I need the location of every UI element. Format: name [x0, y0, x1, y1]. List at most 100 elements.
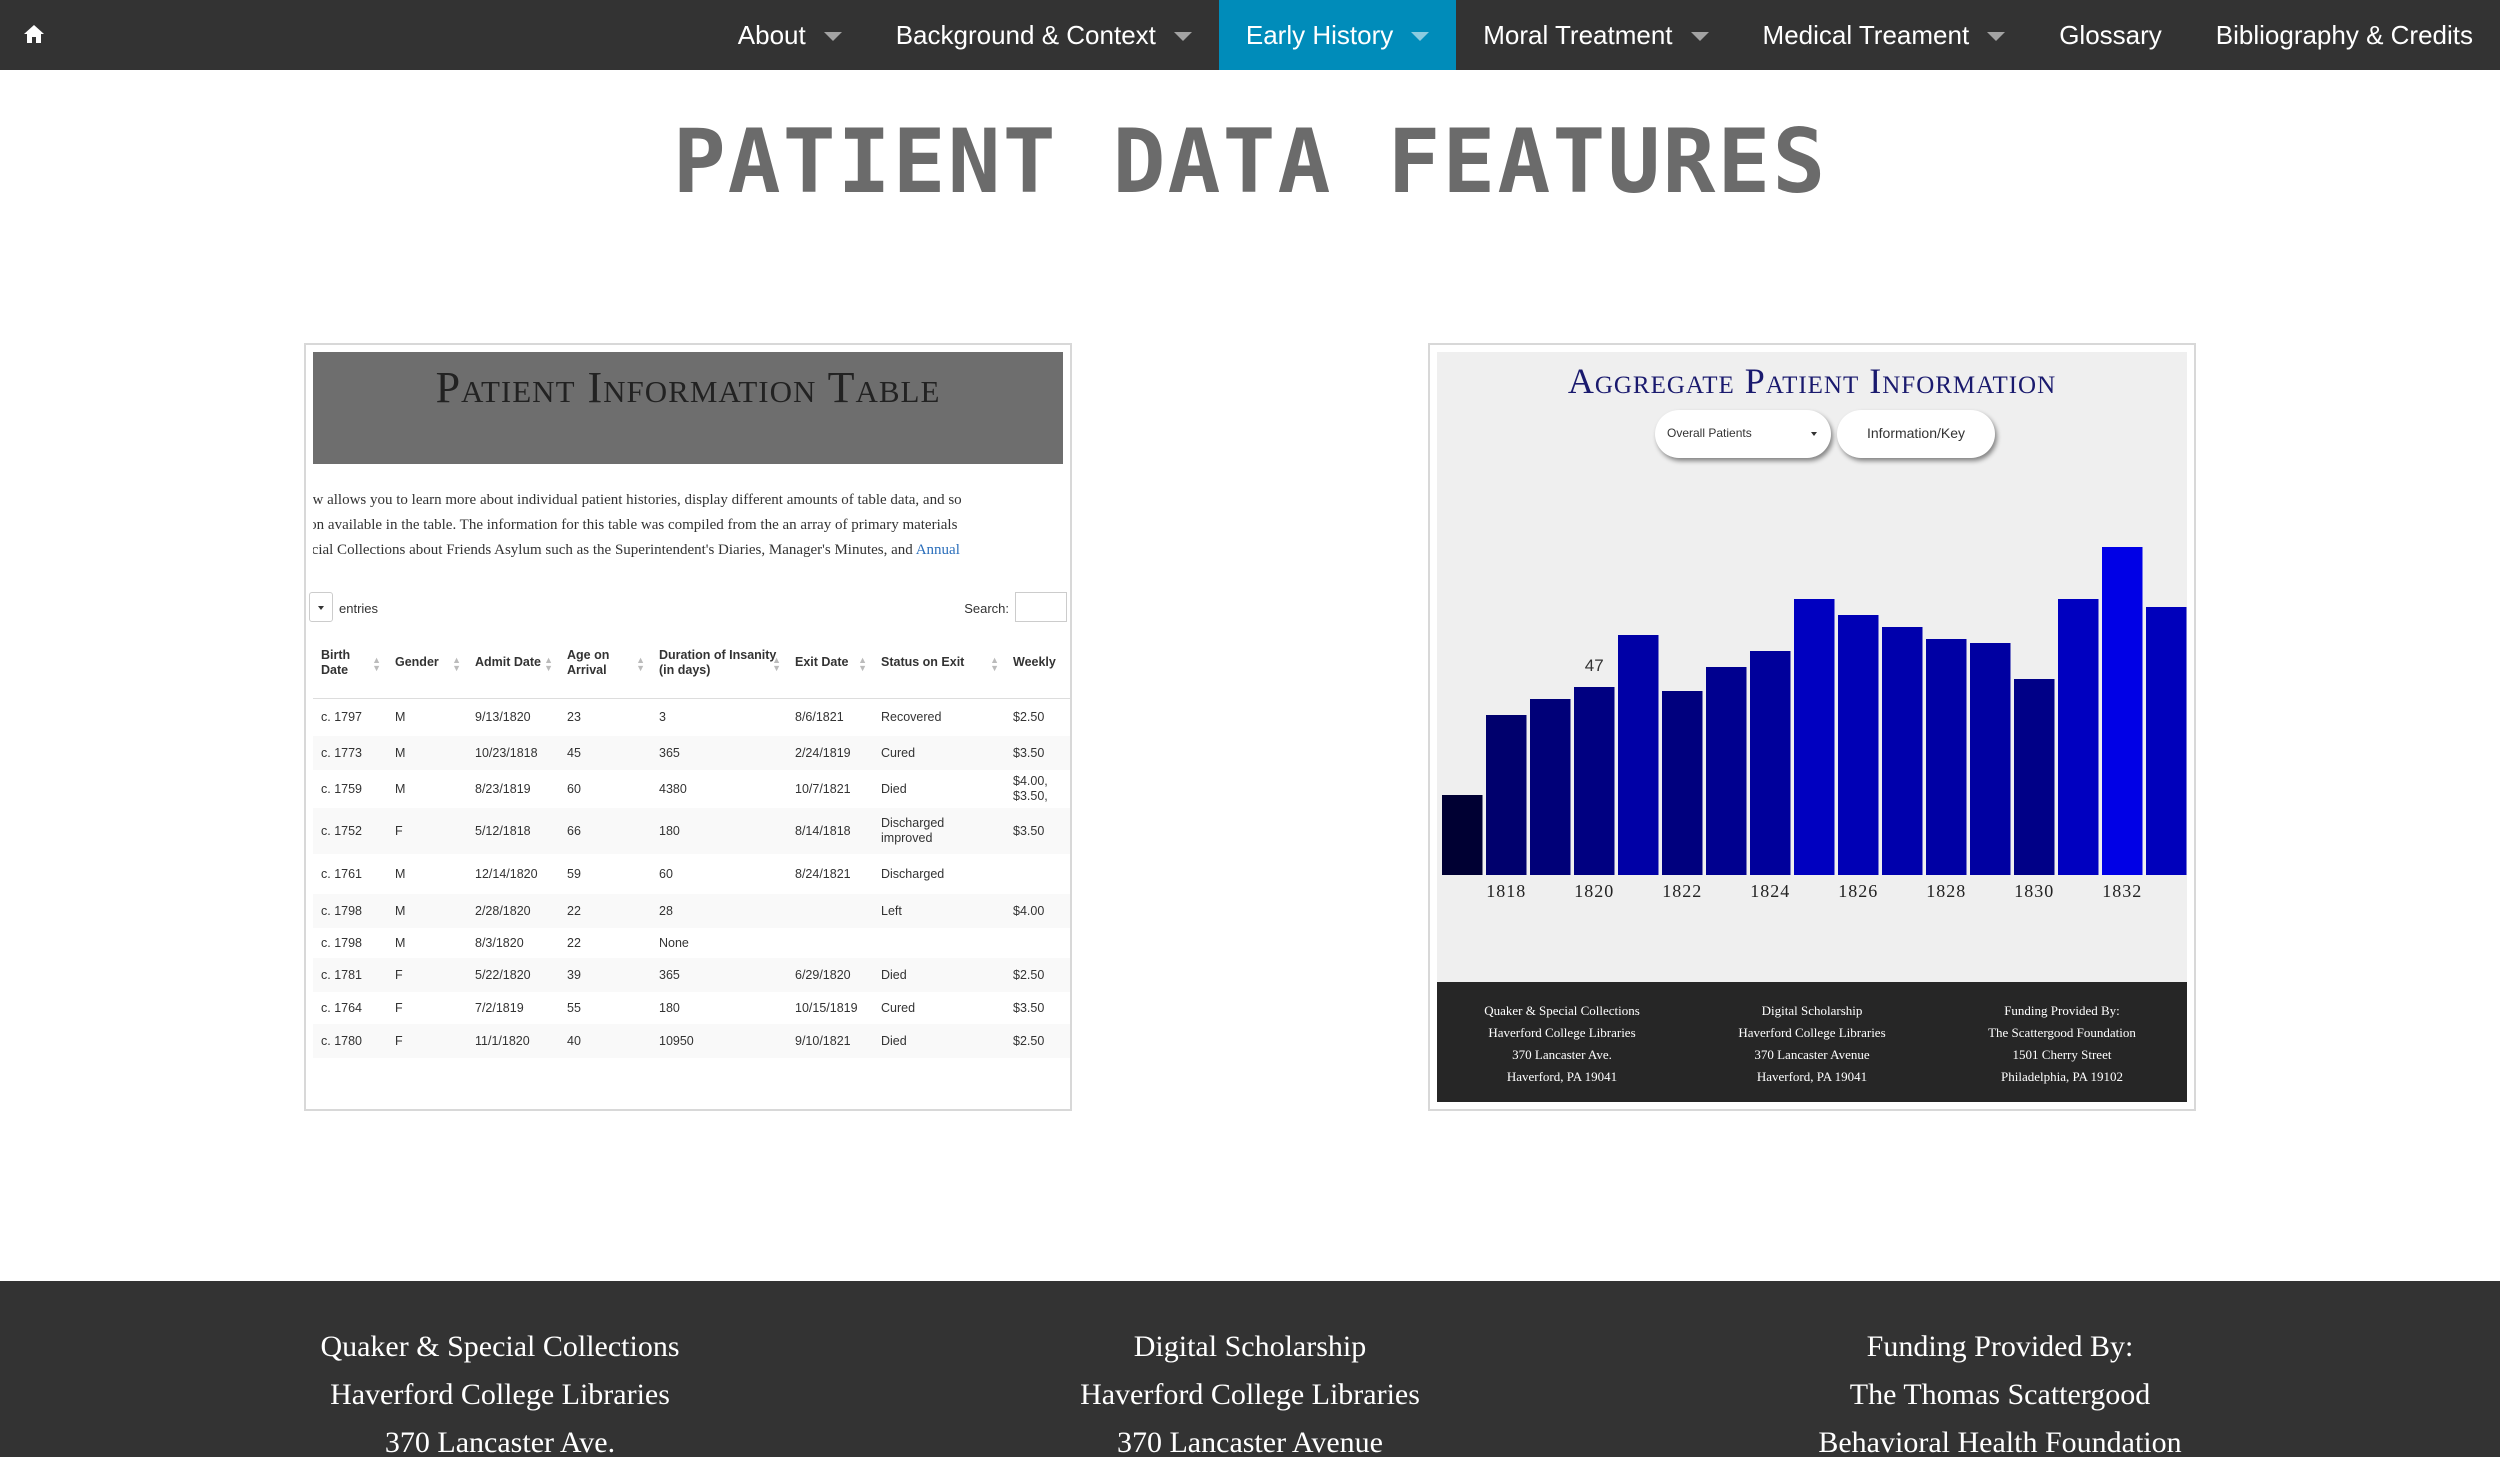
aggregate-info-link[interactable]: Aggregate Patient Information Overall Pa… [1428, 343, 2196, 1111]
column-header-duration-of-insanity-in-days[interactable]: Duration of Insanity (in days) ▲ ▼ [651, 628, 787, 699]
annual-link[interactable]: Annual [915, 542, 960, 558]
bar-tooltip: 47 [1577, 645, 1612, 685]
entries-length-select[interactable] [309, 592, 333, 622]
nav-item-early-history[interactable]: Early History [1218, 0, 1457, 70]
chevron-down-icon [823, 32, 842, 41]
x-tick-label: 1820 [1574, 881, 1614, 901]
bar-1832[interactable] [2102, 547, 2143, 875]
intro-line: ow allows you to learn more about indivi… [313, 492, 962, 508]
footer-col-funding: Funding Provided By: The Thomas Scatterg… [1650, 1323, 2350, 1457]
search-input[interactable] [1015, 592, 1067, 622]
table-cell: M [395, 709, 406, 724]
bar-1823[interactable] [1706, 667, 1747, 875]
table-row: c. 1764 F 7/2/1819 55 180 10/15/1819 Cured $3.5… [313, 992, 1070, 1024]
table-cell [787, 894, 873, 928]
table-cell: M [395, 866, 406, 881]
bar-1829[interactable] [1970, 643, 2011, 875]
information-key-button[interactable]: Information/Key [1837, 410, 1995, 458]
table-cell: Recovered [881, 709, 942, 724]
footer-line: Digital Scholarship [1133, 1330, 1367, 1363]
table-row: c. 1773 M 10/23/1818 45 365 2/24/1819 Cured $3.… [313, 736, 1070, 770]
table-cell: 5/12/1818 [467, 808, 559, 854]
table-cell: $2.50 [1013, 709, 1045, 724]
bar-1820[interactable] [1574, 687, 1615, 875]
column-header-label: Age on Arrival [567, 647, 610, 677]
table-cell: 180 [651, 808, 787, 854]
column-header-label: Birth Date [321, 647, 351, 677]
bar-1817[interactable] [1442, 795, 1483, 875]
column-header-gender[interactable]: Gender ▲ ▼ [387, 628, 467, 699]
bar-1822[interactable] [1662, 691, 1703, 875]
bar-1833[interactable] [2146, 607, 2187, 875]
table-controls: entries Search: [309, 588, 1067, 628]
bar-1827[interactable] [1882, 627, 1923, 875]
bar-1825[interactable] [1794, 599, 1835, 875]
aggregate-footer-col: Funding Provided By: The Scattergood Fou… [1937, 1000, 2187, 1088]
column-header-status-on-exit[interactable]: Status on Exit ▲ ▼ [873, 628, 1005, 699]
bar-1819[interactable] [1530, 699, 1571, 875]
table-row: c. 1798 M 2/28/1820 22 28 Left $4.00 [313, 894, 1070, 928]
column-header-exit-date[interactable]: Exit Date ▲ ▼ [787, 628, 873, 699]
patient-table-link[interactable]: Patient Information Table ow allows you … [304, 343, 1072, 1111]
nav-item-label: Early History [1245, 19, 1394, 50]
table-row: c. 1759 M 8/23/1819 60 4380 10/7/1821 Died $4.0… [313, 770, 1070, 808]
home-icon [24, 25, 44, 43]
table-cell: F [387, 1024, 467, 1058]
footer-line: The Thomas Scattergood [1849, 1378, 2151, 1411]
column-header-weekly[interactable]: Weekly [1005, 628, 1070, 699]
nav-item-medical-treament[interactable]: Medical Treament [1736, 0, 2033, 70]
table-header-row: Birth Date ▲ ▼ Gender ▲ ▼ Admit Date ▲ ▼ Age on A… [313, 628, 1070, 699]
table-cell: 9/10/1821 [787, 1024, 873, 1058]
bar-1826[interactable] [1838, 615, 1879, 875]
table-cell: None [659, 935, 689, 950]
footer-line: Haverford College Libraries [330, 1378, 670, 1411]
footer-line: The Scattergood Foundation [1988, 1025, 2136, 1040]
column-header-admit-date[interactable]: Admit Date ▲ ▼ [467, 628, 559, 699]
chevron-down-icon [1411, 32, 1430, 41]
bar-1821[interactable] [1618, 635, 1659, 875]
table-cell [787, 928, 873, 958]
table-cell: 39 [559, 958, 651, 992]
table-cell: Cured [873, 736, 1005, 770]
bar-1824[interactable] [1750, 651, 1791, 875]
nav-item-bibliography-credits[interactable]: Bibliography & Credits [2189, 0, 2500, 70]
chevron-down-icon [318, 606, 324, 610]
chevron-down-icon [1690, 32, 1709, 41]
table-cell: 59 [567, 866, 581, 881]
table-cell: 28 [651, 894, 787, 928]
table-cell: c. 1764 [321, 1000, 363, 1015]
footer-col-digital: Digital Scholarship Haverford College Li… [900, 1323, 1600, 1457]
nav-item-moral-treatment[interactable]: Moral Treatment [1456, 0, 1735, 70]
nav-item-background-context[interactable]: Background & Context [869, 0, 1219, 70]
column-header-label: Exit Date [795, 655, 849, 670]
home-link[interactable] [14, 14, 54, 54]
footer-line: Quaker & Special Collections [320, 1330, 680, 1363]
chevron-down-icon [1811, 432, 1817, 436]
nav-item-about[interactable]: About [711, 0, 869, 70]
bar-1830[interactable] [2014, 679, 2055, 875]
patient-table: Birth Date ▲ ▼ Gender ▲ ▼ Admit Date ▲ ▼ Age on A… [313, 628, 1070, 1058]
table-cell: M [387, 736, 467, 770]
bar-1828[interactable] [1926, 639, 1967, 875]
select-value: Overall Patients [1667, 426, 1752, 440]
column-header-birth-date[interactable]: Birth Date ▲ ▼ [313, 628, 387, 699]
footer-line: Haverford College Libraries [1488, 1025, 1636, 1040]
bar-1818[interactable] [1486, 715, 1527, 875]
x-tick-label: 1830 [2014, 881, 2054, 901]
table-cell: Cured [881, 1000, 916, 1015]
table-cell: 12/14/1820 [475, 866, 538, 881]
table-cell: F [395, 1000, 403, 1015]
table-cell: 45 [559, 736, 651, 770]
patient-group-select[interactable]: Overall Patients [1655, 410, 1831, 458]
nav-item-glossary[interactable]: Glossary [2032, 0, 2189, 70]
table-cell: F [387, 808, 467, 854]
table-cell: Discharged improved [873, 808, 1005, 854]
intro-line-text: ecial Collections about Friends Asylum s… [313, 542, 916, 558]
table-cell: c. 1797 [321, 709, 363, 724]
bar-1831[interactable] [2058, 599, 2099, 875]
x-tick-label: 1832 [2102, 881, 2142, 901]
column-header-age-on-arrival[interactable]: Age on Arrival ▲ ▼ [559, 628, 651, 699]
table-cell: 8/14/1818 [787, 808, 873, 854]
table-cell: Died [873, 958, 1005, 992]
table-cell: 10/15/1819 [795, 1000, 858, 1015]
